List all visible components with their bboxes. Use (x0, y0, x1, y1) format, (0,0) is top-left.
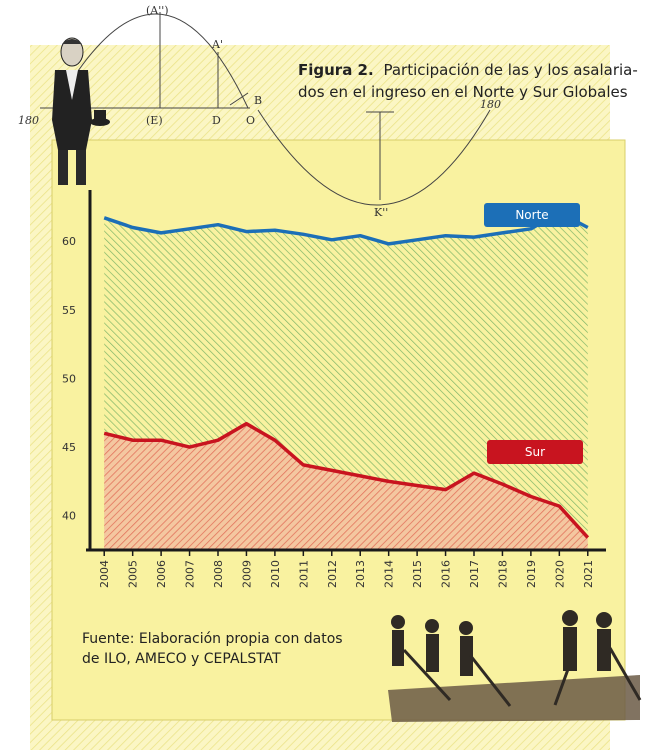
x-tick-label: 2010 (269, 560, 282, 588)
sketch-label-a: A' (211, 38, 223, 51)
sketch-label-180-right: 180 (480, 98, 501, 111)
x-tick-label: 2011 (297, 560, 310, 588)
y-tick-label: 60 (62, 235, 76, 248)
sketch-label-180-left: 180 (18, 114, 39, 127)
y-tick-label: 50 (62, 372, 76, 385)
legend-tag-norte (484, 203, 580, 227)
sketch-label-e: (E) (146, 114, 163, 127)
source-note-line1: Fuente: Elaboración propia con datos (82, 631, 343, 647)
legend-tag-sur (487, 440, 583, 464)
figure-title-line1: Figura 2. Participación de las y los asa… (298, 61, 638, 79)
x-tick-label: 2016 (440, 560, 453, 588)
x-tick-label: 2012 (326, 560, 339, 588)
sketch-label-k: K'' (374, 206, 388, 219)
x-tick-label: 2021 (582, 560, 595, 588)
y-tick-label: 45 (62, 441, 76, 454)
y-tick-label: 40 (62, 510, 76, 523)
source-note-line2: de ILO, AMECO y CEPALSTAT (82, 651, 281, 667)
sketch-upper-arc (54, 13, 249, 109)
x-tick-label: 2019 (525, 560, 538, 588)
figure-title-line2: dos en el ingreso en el Norte y Sur Glob… (298, 83, 628, 101)
x-tick-label: 2009 (240, 560, 253, 588)
geometry-labels: (A'') A' (E) D O B K'' 180 180 (18, 4, 501, 219)
x-tick-label: 2018 (496, 560, 509, 588)
geometry-sketch (40, 12, 491, 206)
sur-area (104, 423, 588, 550)
sur-line (103, 421, 590, 539)
figure-label: Figura 2. (298, 61, 374, 79)
sketch-label-d: D (212, 114, 221, 127)
sketch-arrow (229, 92, 249, 106)
y-tick-label: 55 (62, 304, 76, 317)
x-tick-label: 2015 (411, 560, 424, 588)
gentleman-illustration (52, 37, 110, 185)
sketch-label-a2: (A'') (146, 4, 169, 17)
sketch-label-b: B (254, 94, 262, 107)
chart-plot: 40 45 50 55 60 2004 2005 2006 2007 2008 2009 2010 20… (62, 190, 606, 588)
x-tick-label: 2007 (184, 560, 197, 588)
x-tick-label: 2005 (127, 560, 140, 588)
norte-line (103, 210, 589, 246)
sketch-label-o: O (246, 114, 255, 127)
sketch-lower-arc (257, 109, 491, 206)
x-tick-label: 2014 (383, 560, 396, 588)
x-tick-label: 2013 (354, 560, 367, 588)
workers-illustration (388, 610, 642, 722)
x-tick-label: 2006 (155, 560, 168, 588)
x-tick-label: 2020 (553, 560, 566, 588)
figure-title-text1: Participación de las y los asalaria- (383, 61, 637, 79)
x-tick-label: 2004 (98, 560, 111, 588)
legend-label-sur: Sur (525, 445, 545, 459)
x-tick-label: 2017 (468, 560, 481, 588)
x-tick-label: 2008 (212, 560, 225, 588)
legend-label-norte: Norte (515, 208, 548, 222)
